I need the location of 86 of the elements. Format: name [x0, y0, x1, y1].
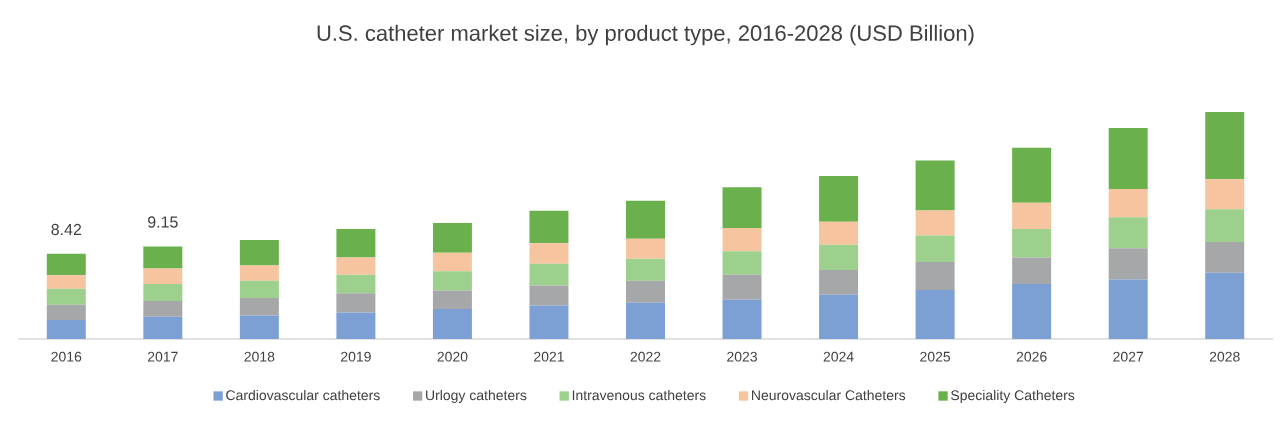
- bar: [529, 263, 569, 286]
- legend-label: Urlogy catheters: [426, 389, 527, 403]
- bar: [336, 229, 376, 258]
- bar: [239, 240, 279, 266]
- bar: [336, 274, 376, 294]
- bar: [46, 275, 86, 289]
- bar: [1108, 127, 1148, 189]
- bar: [1012, 257, 1052, 285]
- bar: [143, 316, 183, 339]
- x-tick-label: 2016: [51, 351, 82, 362]
- bar: [1012, 202, 1052, 230]
- bar: [143, 268, 183, 285]
- chart-title: U.S. catheter market size, by product type, 2016-2028 (USD Billion): [317, 24, 974, 46]
- bar: [915, 235, 955, 263]
- bar: [819, 269, 859, 295]
- bar: [722, 227, 762, 252]
- bar: [239, 297, 279, 316]
- bar: [626, 238, 665, 259]
- bar: [819, 244, 859, 270]
- bar: [46, 253, 86, 276]
- legend-label: Intravenous catheters: [572, 389, 706, 401]
- bar: [819, 176, 859, 222]
- bar: [143, 246, 183, 269]
- bar: [1108, 248, 1148, 280]
- bar: [1205, 209, 1245, 243]
- bar: [1108, 188, 1148, 218]
- bar: [432, 271, 472, 291]
- annotation: 9.15: [148, 216, 178, 228]
- x-tick-label: 2023: [727, 351, 757, 362]
- bar: [915, 262, 955, 290]
- x-tick-label: 2019: [341, 351, 371, 362]
- bar: [143, 284, 183, 302]
- bar: [336, 257, 376, 275]
- x-tick-label: 2024: [823, 351, 854, 362]
- legend-label: Speciality Catheters: [950, 389, 1075, 403]
- bar: [46, 288, 86, 305]
- bar: [336, 293, 376, 313]
- bar: [915, 160, 955, 211]
- bar: [143, 301, 183, 317]
- bar: [432, 290, 472, 310]
- bar: [626, 200, 665, 239]
- bar: [529, 285, 569, 306]
- bar: [46, 304, 86, 320]
- x-tick-label: 2025: [920, 351, 951, 362]
- bar: [722, 251, 762, 275]
- x-tick-label: 2028: [1209, 351, 1240, 362]
- bar: [529, 243, 569, 264]
- bar: [336, 312, 376, 339]
- bar: [1205, 242, 1245, 273]
- bar: [626, 258, 665, 281]
- x-tick-label: 2017: [147, 351, 178, 362]
- bar: [1205, 111, 1245, 180]
- bar: [626, 280, 665, 303]
- bar: [819, 294, 859, 339]
- bar: [722, 274, 762, 300]
- annotation: 8.42: [51, 223, 82, 236]
- bar: [239, 315, 279, 339]
- bar: [239, 265, 279, 281]
- bar: [626, 302, 665, 339]
- bar: [1205, 179, 1245, 210]
- bar: [1108, 279, 1148, 339]
- bar: [819, 221, 859, 245]
- bar: [722, 187, 762, 228]
- bar: [529, 305, 569, 339]
- bar: [1108, 217, 1148, 249]
- bar: [1012, 284, 1052, 339]
- bar: [46, 319, 86, 339]
- bar: [432, 252, 472, 272]
- bar: [915, 210, 955, 236]
- bar: [432, 309, 472, 339]
- x-tick-label: 2026: [1016, 351, 1047, 362]
- bar: [1012, 147, 1052, 203]
- x-tick-label: 2018: [244, 351, 275, 362]
- bar: [432, 222, 472, 253]
- bar: [1205, 272, 1245, 339]
- legend-label: Neurovascular Catheters: [752, 389, 906, 401]
- x-tick-label: 2020: [437, 351, 468, 362]
- bar: [1012, 229, 1052, 258]
- legend-label: Cardiovascular catheters: [226, 389, 380, 401]
- bar: [239, 280, 279, 298]
- bar: [722, 299, 762, 339]
- x-tick-label: 2021: [534, 351, 564, 362]
- bar: [529, 210, 569, 244]
- bar: [915, 289, 955, 339]
- x-tick-label: 2022: [630, 351, 661, 362]
- x-tick-label: 2027: [1113, 351, 1144, 362]
